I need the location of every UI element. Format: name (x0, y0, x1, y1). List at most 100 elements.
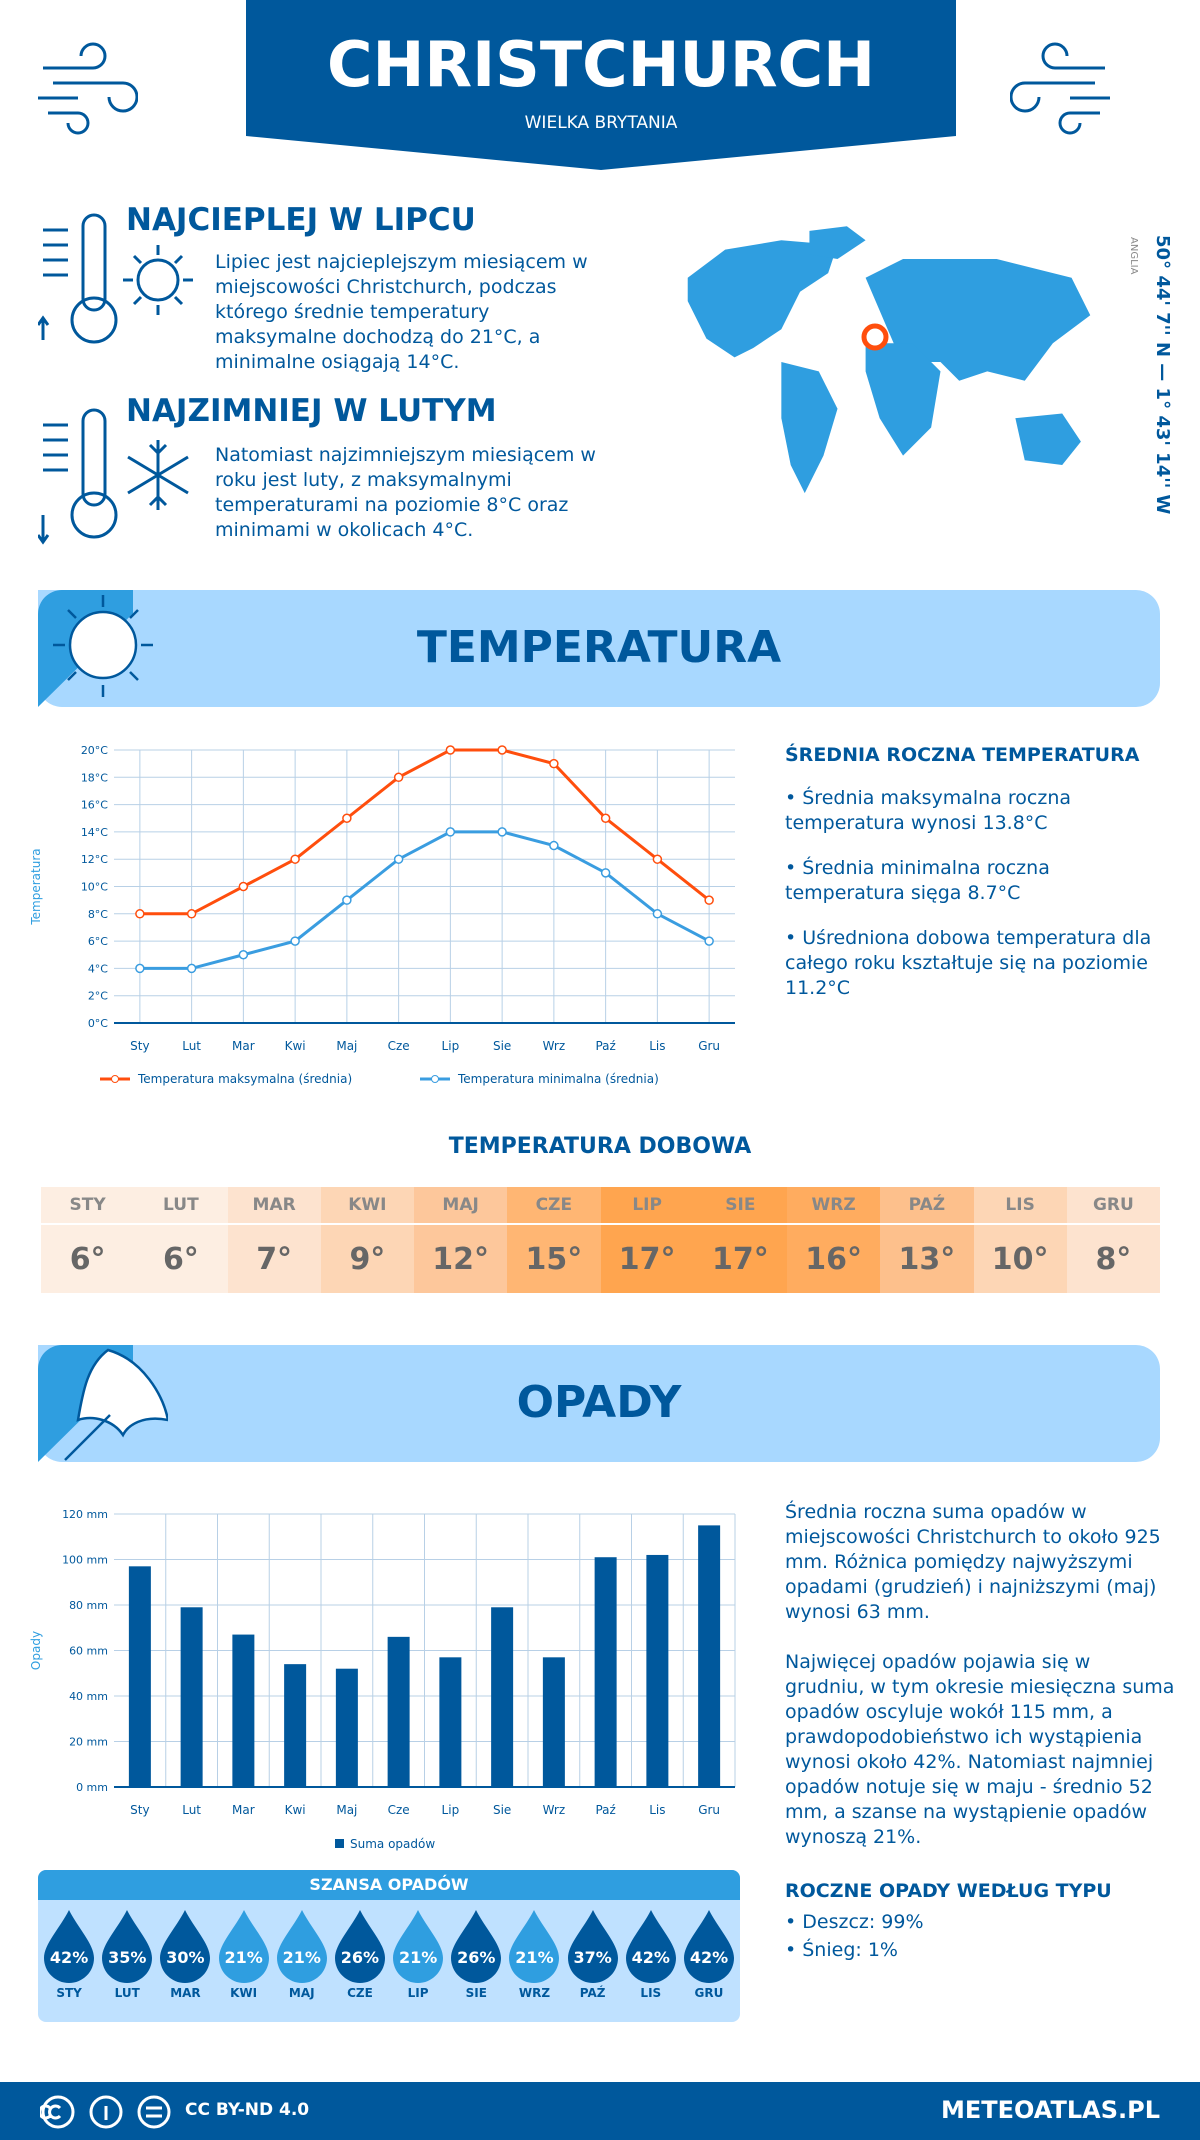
x-tick-label: Wrz (543, 1803, 566, 1817)
precip-bar (646, 1554, 669, 1787)
cold-text: Natomiast najzimniejszym miesiącem w rok… (215, 444, 596, 541)
precip-chance-drop: 26% CZE (331, 1908, 389, 2000)
chance-month: LIS (640, 1986, 662, 2000)
chance-value: 35% (108, 1948, 147, 1967)
daily-value: 6° (41, 1223, 135, 1293)
site-link[interactable]: METEOATLAS.PL (940, 2096, 1160, 2124)
x-tick-label: Maj (336, 1803, 357, 1817)
data-point (393, 772, 404, 783)
daily-temp-cell: SIE 17° (693, 1187, 787, 1293)
precip-chance-title: SZANSA OPADÓW (38, 1870, 740, 1900)
daily-temp-cell: KWI 9° (320, 1187, 414, 1293)
x-tick-label: Kwi (285, 1803, 306, 1817)
chance-value: 26% (340, 1948, 380, 1967)
daily-month: STY (69, 1195, 106, 1215)
legend-swatch (335, 1839, 344, 1848)
data-point (135, 963, 145, 974)
precip-chance-drop: 21% WRZ (505, 1908, 563, 2000)
wind-icon-left (38, 42, 138, 135)
x-tick-label: Mar (232, 1803, 255, 1817)
precip-type-title: ROCZNE OPADY WEDŁUG TYPU (785, 1880, 1112, 1902)
daily-value: 16° (787, 1223, 881, 1293)
temperature-chart: 0°C 2°C 4°C 6°C 8°C 10°C 12°C 14°C 16°C 18°C 20°C S… (30, 744, 735, 1086)
annual-temp-column: ŚREDNIA ROCZNA TEMPERATURA • Średnia mak… (785, 744, 1175, 1001)
raindrop-icon (451, 1910, 502, 1983)
temperature-section-header: TEMPERATURA (38, 590, 1160, 707)
raindrop-icon (334, 1910, 385, 1983)
y-tick-label: 80 mm (69, 1599, 108, 1612)
raindrop-icon (567, 1910, 618, 1983)
chance-value: 37% (573, 1948, 612, 1967)
raindrop-icon (393, 1910, 444, 1983)
precip-chance-drop: 42% GRU (680, 1908, 738, 2000)
chance-month: STY (56, 1986, 82, 2000)
chance-month: PAŹ (579, 1986, 606, 2000)
x-tick-label: Gru (698, 1803, 720, 1817)
x-tick-label: Sie (493, 1039, 511, 1053)
daily-temp-cell: LIP 17° (600, 1187, 694, 1293)
daily-value: 15° (507, 1223, 601, 1293)
data-point (342, 895, 352, 905)
region-label: ANGLIA (1128, 237, 1139, 275)
daily-temp-cell: MAR 7° (227, 1187, 321, 1293)
daily-value: 17° (600, 1223, 694, 1293)
precip-chance-drop: 37% PAŹ (564, 1908, 622, 2000)
daily-value: 8° (1066, 1223, 1160, 1293)
chance-value: 21% (398, 1948, 438, 1967)
chance-value: 42% (49, 1948, 89, 1967)
y-axis-label: Temperatura (30, 848, 43, 925)
umbrella-icon (64, 1348, 168, 1461)
precip-chance-drop: 30% MAR (156, 1908, 214, 2000)
daily-month: KWI (348, 1195, 387, 1215)
daily-month: MAR (252, 1195, 296, 1215)
daily-temp-cell: STY 6° (41, 1187, 135, 1293)
x-tick-label: Lis (649, 1803, 665, 1817)
daily-temp-table: STY 6° LUT 6° MAR 7° KWI 9° MAJ 12° CZE 15° LIP 17° SI… (41, 1187, 1160, 1293)
daily-value: 9° (320, 1223, 414, 1293)
precip-bar (698, 1525, 721, 1787)
raindrop-icon (276, 1910, 327, 1983)
x-tick-label: Gru (698, 1039, 720, 1053)
daily-month: MAJ (442, 1195, 479, 1215)
precip-chance-drop: 21% MAJ (273, 1908, 331, 2000)
precip-bar (335, 1668, 358, 1787)
daily-month: LIP (632, 1195, 662, 1215)
hot-text: Lipiec jest najcieplejszym miesiącem w m… (215, 251, 588, 373)
license-label[interactable]: CC BY-ND 4.0 (185, 2100, 310, 2120)
daily-temp-cell: CZE 15° (507, 1187, 601, 1293)
raindrop-icon (218, 1910, 269, 1983)
data-point (238, 881, 249, 892)
precip-bar (284, 1664, 307, 1787)
temperature-title: TEMPERATURA (416, 622, 782, 673)
precip-chance-drop: 42% LIS (622, 1908, 680, 2000)
wind-icon-right (1010, 42, 1110, 135)
chance-month: WRZ (518, 1986, 551, 2000)
x-tick-label: Kwi (285, 1039, 306, 1053)
x-tick-label: Lip (442, 1803, 460, 1817)
y-tick-label: 0 mm (76, 1781, 108, 1794)
daily-value: 13° (880, 1223, 974, 1293)
x-tick-label: Sie (493, 1803, 511, 1817)
daily-temp-cell: WRZ 16° (787, 1187, 881, 1293)
data-point (497, 745, 507, 755)
daily-month: LIS (1005, 1195, 1035, 1215)
chance-value: 42% (631, 1948, 670, 1967)
cc-license-icons (40, 2095, 171, 2129)
daily-month: CZE (535, 1195, 573, 1215)
y-tick-label: 0°C (88, 1017, 108, 1030)
daily-month: LUT (163, 1195, 199, 1215)
x-tick-label: Sty (130, 1039, 149, 1053)
precip-bar (232, 1634, 255, 1787)
chance-month: SIE (465, 1986, 487, 2000)
precip-bar (387, 1636, 410, 1787)
raindrop-icon (44, 1910, 95, 1983)
y-tick-label: 20°C (81, 744, 108, 757)
daily-temp-cell: LUT 6° (134, 1187, 228, 1293)
data-point (290, 854, 300, 864)
annual-temp-bullet-2: • Średnia minimalna roczna temperatura s… (785, 857, 1050, 904)
daily-temp-cell: LIS 10° (973, 1187, 1067, 1293)
precip-chance-drop: 21% KWI (215, 1908, 273, 2000)
data-point (652, 854, 663, 864)
precip-section-header: OPADY (38, 1345, 1160, 1462)
annual-temp-bullet-1: • Średnia maksymalna roczna temperatura … (785, 787, 1072, 834)
